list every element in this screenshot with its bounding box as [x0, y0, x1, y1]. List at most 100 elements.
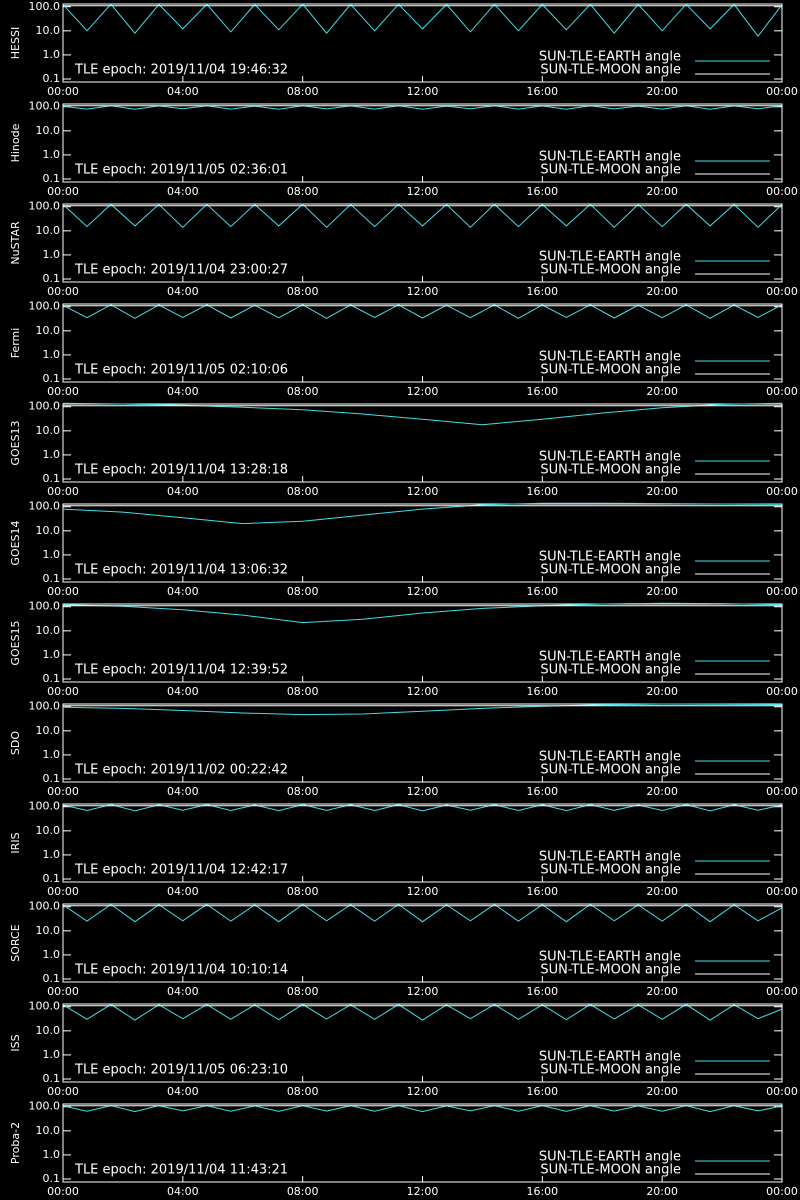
legend-label: SUN-TLE-EARTH angle	[539, 850, 681, 865]
x-tick-label: 20:00	[646, 85, 678, 98]
x-tick-label: 00:00	[766, 1085, 798, 1098]
annotation: TLE epoch: 2019/11/05 02:10:06	[74, 363, 288, 378]
annotation: TLE epoch: 2019/11/04 13:28:18	[74, 463, 288, 478]
x-tick-label: 16:00	[526, 485, 558, 498]
y-tick-label: 100.0	[29, 200, 61, 213]
x-tick-label: 04:00	[167, 185, 199, 198]
x-tick-label: 12:00	[407, 585, 439, 598]
x-tick-label: 20:00	[646, 985, 678, 998]
y-tick-label: 0.1	[43, 872, 61, 885]
x-tick-label: 00:00	[766, 1185, 798, 1198]
y-tick-label: 0.1	[43, 972, 61, 985]
y-tick-label: 0.1	[43, 1072, 61, 1085]
x-tick-label: 04:00	[167, 85, 199, 98]
x-tick-label: 04:00	[167, 285, 199, 298]
x-tick-label: 08:00	[287, 885, 319, 898]
y-tick-label: 1.0	[43, 1148, 61, 1161]
x-tick-label: 12:00	[407, 185, 439, 198]
legend-label: SUN-TLE-MOON angle	[540, 263, 681, 278]
x-tick-label: 08:00	[287, 685, 319, 698]
x-tick-label: 12:00	[407, 985, 439, 998]
y-tick-label: 100.0	[29, 900, 61, 913]
x-tick-label: 00:00	[766, 85, 798, 98]
y-axis-label: NuSTAR	[9, 221, 22, 265]
x-tick-label: 12:00	[407, 785, 439, 798]
x-tick-label: 00:00	[766, 185, 798, 198]
x-tick-label: 00:00	[766, 785, 798, 798]
y-tick-label: 100.0	[29, 300, 61, 313]
y-tick-label: 1.0	[43, 448, 61, 461]
x-tick-label: 04:00	[167, 985, 199, 998]
x-tick-label: 00:00	[766, 285, 798, 298]
y-axis-label: Proba-2	[9, 1122, 22, 1164]
legend-label: SUN-TLE-MOON angle	[540, 1163, 681, 1178]
y-axis-label: Fermi	[9, 328, 22, 359]
y-tick-label: 1.0	[43, 48, 61, 61]
x-tick-label: 04:00	[167, 685, 199, 698]
series-line	[62, 804, 783, 812]
legend-label: SUN-TLE-EARTH angle	[539, 750, 681, 765]
x-tick-label: 00:00	[766, 385, 798, 398]
legend-label: SUN-TLE-MOON angle	[540, 63, 681, 78]
legend-label: SUN-TLE-MOON angle	[540, 763, 681, 778]
annotation: TLE epoch: 2019/11/02 00:22:42	[74, 763, 288, 778]
x-tick-label: 20:00	[646, 585, 678, 598]
y-axis-label: SDO	[9, 731, 22, 755]
legend-label: SUN-TLE-MOON angle	[540, 1063, 681, 1078]
x-tick-label: 00:00	[47, 885, 79, 898]
x-tick-label: 00:00	[47, 185, 79, 198]
y-axis-label: GOES15	[9, 620, 22, 665]
x-tick-label: 08:00	[287, 285, 319, 298]
legend-label: SUN-TLE-MOON angle	[540, 163, 681, 178]
y-tick-label: 1.0	[43, 548, 61, 561]
x-tick-label: 04:00	[167, 1085, 199, 1098]
x-tick-label: 20:00	[646, 885, 678, 898]
legend-label: SUN-TLE-EARTH angle	[539, 150, 681, 165]
y-tick-label: 100.0	[29, 600, 61, 613]
y-tick-label: 0.1	[43, 772, 61, 785]
series-line	[62, 105, 783, 110]
x-tick-label: 16:00	[526, 685, 558, 698]
series-line	[62, 203, 783, 228]
annotation: TLE epoch: 2019/11/04 19:46:32	[74, 63, 288, 78]
y-tick-label: 0.1	[43, 1172, 61, 1185]
y-tick-label: 10.0	[36, 24, 61, 37]
x-tick-label: 08:00	[287, 485, 319, 498]
x-tick-label: 16:00	[526, 785, 558, 798]
y-tick-label: 10.0	[36, 824, 61, 837]
y-tick-label: 1.0	[43, 1048, 61, 1061]
y-tick-label: 0.1	[43, 672, 61, 685]
y-tick-label: 10.0	[36, 324, 61, 337]
x-tick-label: 20:00	[646, 685, 678, 698]
x-tick-label: 16:00	[526, 385, 558, 398]
x-tick-label: 20:00	[646, 485, 678, 498]
y-tick-label: 10.0	[36, 724, 61, 737]
y-axis-label: GOES13	[9, 420, 22, 465]
y-tick-label: 100.0	[29, 400, 61, 413]
x-tick-label: 12:00	[407, 885, 439, 898]
x-tick-label: 12:00	[407, 85, 439, 98]
x-tick-label: 00:00	[47, 1185, 79, 1198]
y-tick-label: 10.0	[36, 524, 61, 537]
legend-label: SUN-TLE-EARTH angle	[539, 650, 681, 665]
x-tick-label: 20:00	[646, 785, 678, 798]
x-tick-label: 08:00	[287, 85, 319, 98]
x-tick-label: 00:00	[47, 85, 79, 98]
legend-label: SUN-TLE-MOON angle	[540, 463, 681, 478]
annotation: TLE epoch: 2019/11/04 13:06:32	[74, 563, 288, 578]
x-tick-label: 16:00	[526, 1085, 558, 1098]
annotation: TLE epoch: 2019/11/04 11:43:21	[74, 1163, 288, 1178]
x-tick-label: 20:00	[646, 1085, 678, 1098]
x-tick-label: 04:00	[167, 785, 199, 798]
x-tick-label: 16:00	[526, 985, 558, 998]
x-tick-label: 04:00	[167, 385, 199, 398]
y-tick-label: 10.0	[36, 924, 61, 937]
annotation: TLE epoch: 2019/11/04 10:10:14	[74, 963, 288, 978]
series-line	[62, 602, 783, 624]
y-axis-label: SORCE	[9, 924, 22, 961]
y-tick-label: 100.0	[29, 1100, 61, 1113]
y-tick-label: 1.0	[43, 848, 61, 861]
x-tick-label: 00:00	[47, 985, 79, 998]
x-tick-label: 16:00	[526, 185, 558, 198]
y-tick-label: 1.0	[43, 648, 61, 661]
